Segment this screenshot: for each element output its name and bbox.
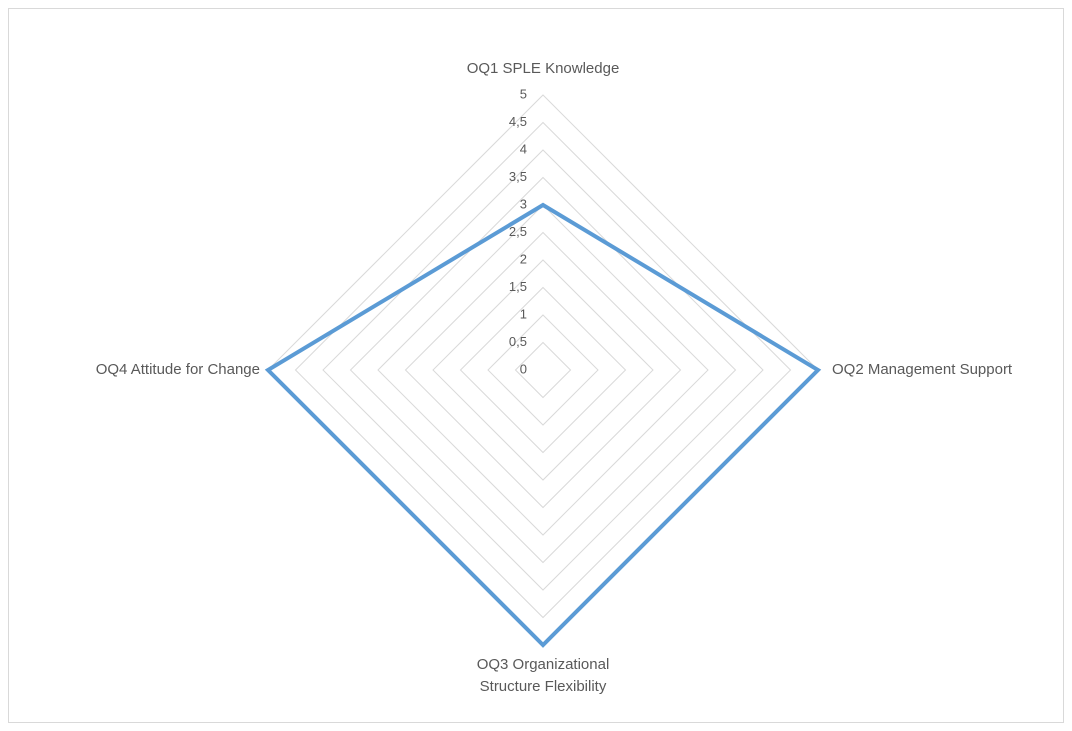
grid-line [487,314,599,426]
category-label: OQ4 Attitude for Change [95,361,260,378]
y-tick-label: 3,5 [509,169,527,184]
category-label: OQ3 Organizational Structure Flexibility [476,656,610,695]
grid-line [349,176,737,564]
y-tick-label: 4,5 [509,114,527,129]
grid-line [432,259,654,481]
y-tick-label: 0,5 [509,334,527,349]
y-tick-label: 5 [520,86,527,101]
grid-line [514,341,572,399]
grid-line [404,231,682,509]
category-label: OQ2 Management Support [832,361,1013,378]
grid-line [459,286,627,454]
y-tick-label: 0 [520,361,527,376]
grid-line [377,204,709,536]
y-tick-label: 2,5 [509,224,527,239]
y-tick-label: 1 [520,306,527,321]
y-tick-label: 2 [520,251,527,266]
y-tick-label: 1,5 [509,279,527,294]
chart-border [8,8,1064,723]
grid-line [294,121,792,619]
series-line [264,202,822,648]
y-tick-label: 3 [520,196,527,211]
y-tick-label: 4 [520,141,527,156]
category-label: OQ1 SPLE Knowledge [466,60,620,77]
grid-line [322,149,764,591]
